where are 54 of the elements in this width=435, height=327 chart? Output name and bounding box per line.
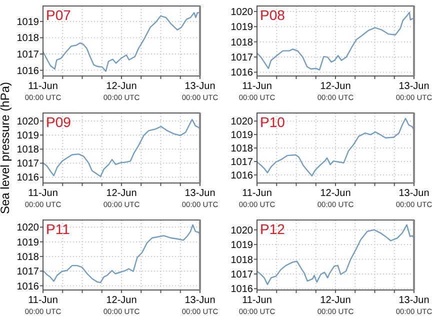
chart-title: P11	[46, 221, 70, 237]
y-tick-label: 1016	[230, 68, 254, 79]
y-tick-label: 1017	[230, 156, 254, 168]
x-tick-label: 12-Jun 00:00 UTC	[103, 81, 140, 102]
y-tick-label: 1018	[16, 144, 40, 156]
chart-title: P09	[46, 114, 72, 130]
y-tick-label: 1020	[230, 116, 254, 128]
y-tick-label: 1016	[16, 281, 40, 292]
x-tick-label: 11-Jun 00:00 UTC	[238, 295, 276, 316]
chart-title: P08	[260, 7, 286, 23]
chart-title: P07	[46, 7, 72, 23]
y-tick-label: 1017	[16, 158, 40, 170]
y-tick-label: 1016	[16, 66, 40, 77]
y-tick-label: 1017	[230, 269, 254, 280]
x-tick-label: 12-Jun 00:00 UTC	[317, 188, 354, 209]
y-tick-label: 1019	[230, 240, 254, 252]
y-tick-label: 1020	[16, 222, 40, 234]
y-tick-label: 1019	[16, 130, 40, 142]
x-tick-label: 12-Jun 00:00 UTC	[317, 295, 354, 316]
chart-title: P10	[260, 114, 286, 130]
x-tick-label: 13-Jun 00:00 UTC	[396, 81, 433, 102]
x-tick-label: 11-Jun 00:00 UTC	[238, 81, 276, 102]
y-tick-label: 1016	[16, 172, 40, 184]
y-tick-label: 1018	[16, 252, 40, 263]
x-tick-label: 13-Jun 00:00 UTC	[182, 81, 219, 102]
y-axis-title: Sea level pressure (hPa)	[0, 82, 12, 214]
y-tick-label: 1018	[230, 144, 254, 154]
y-tick-label: 1018	[230, 254, 254, 266]
x-tick-label: 13-Jun 00:00 UTC	[182, 188, 219, 209]
y-tick-label: 1018	[230, 37, 254, 48]
y-tick-label: 1019	[16, 237, 40, 248]
x-tick-label: 11-Jun 00:00 UTC	[238, 188, 276, 209]
x-tick-label: 12-Jun 00:00 UTC	[103, 295, 140, 316]
y-tick-label: 1019	[16, 16, 40, 28]
x-tick-label: 11-Jun 00:00 UTC	[24, 81, 62, 102]
x-tick-label: 11-Jun 00:00 UTC	[24, 295, 62, 316]
x-tick-label: 12-Jun 00:00 UTC	[317, 81, 354, 102]
y-tick-label: 1016	[230, 170, 254, 182]
x-tick-label: 13-Jun 00:00 UTC	[396, 295, 433, 316]
y-tick-label: 1019	[230, 130, 254, 142]
x-tick-label: 11-Jun 00:00 UTC	[24, 188, 62, 209]
y-tick-label: 1020	[230, 6, 254, 18]
x-tick-label: 12-Jun 00:00 UTC	[103, 188, 140, 209]
y-tick-label: 1020	[230, 225, 254, 236]
y-tick-label: 1020	[16, 116, 40, 128]
y-tick-label: 1017	[230, 52, 254, 64]
chart-title: P12	[260, 221, 286, 237]
y-tick-label: 1016	[230, 284, 254, 296]
y-tick-label: 1018	[16, 33, 40, 44]
y-tick-label: 1017	[16, 266, 40, 278]
y-tick-label: 1019	[230, 22, 254, 34]
x-tick-label: 13-Jun 00:00 UTC	[182, 295, 219, 316]
x-tick-label: 13-Jun 00:00 UTC	[396, 188, 433, 209]
y-tick-label: 1017	[16, 50, 40, 61]
